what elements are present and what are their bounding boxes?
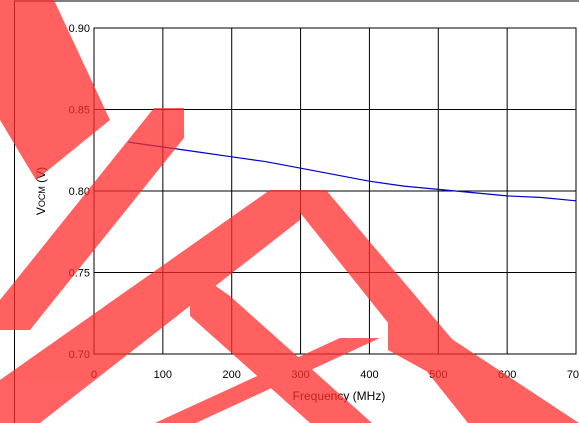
series-layer: [128, 141, 577, 202]
x-tick-label: 200: [223, 369, 241, 381]
series-line: [128, 141, 577, 202]
y-tick-label: 0.90: [69, 23, 90, 35]
x-tick-label: 700: [567, 369, 579, 381]
x-tick-label: 100: [154, 369, 172, 381]
x-tick-label: 400: [360, 369, 378, 381]
